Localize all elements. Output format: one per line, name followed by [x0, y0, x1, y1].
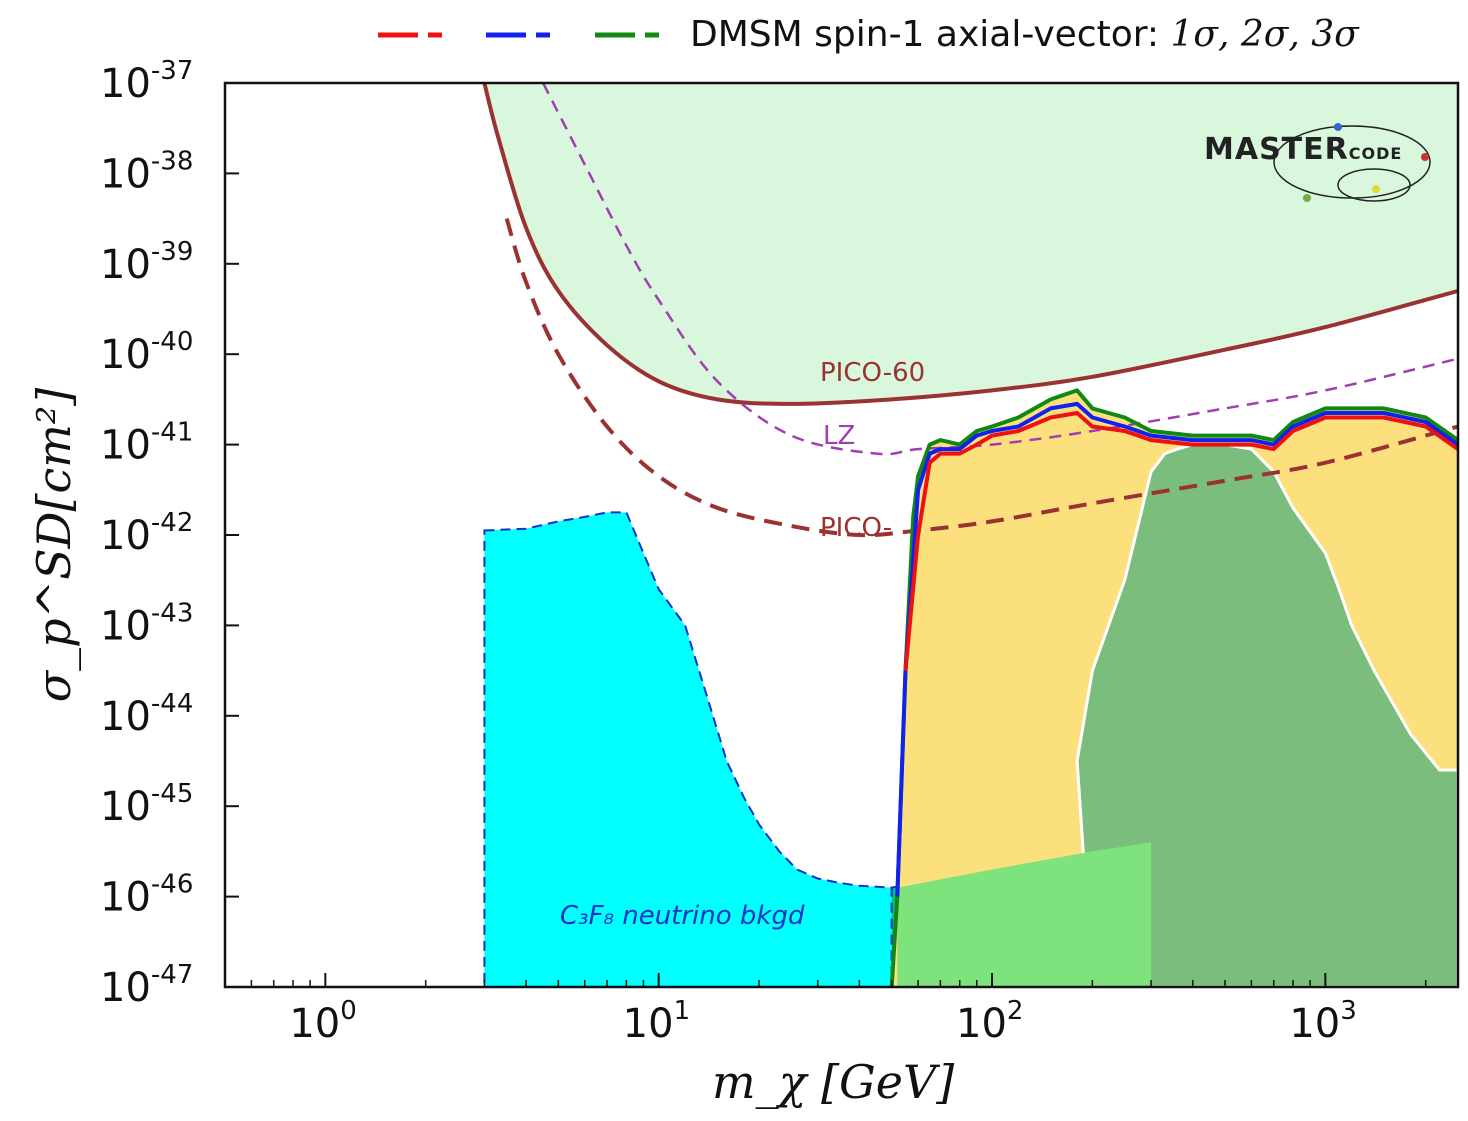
- pico-500-curve: [504, 218, 1458, 538]
- y-tick-label: 10-39: [100, 237, 193, 288]
- legend-label: DMSM spin-1 axial-vector: 1σ, 2σ, 3σ: [690, 14, 1360, 55]
- legend: DMSM spin-1 axial-vector: 1σ, 2σ, 3σ: [378, 14, 1360, 55]
- logo-dot-red: [1421, 153, 1429, 161]
- contour-3sigma: [889, 388, 1458, 987]
- logo-dot-yellow: [1372, 185, 1380, 193]
- y-tick-label: 10-42: [100, 508, 193, 559]
- pico60-label: PICO-60: [820, 358, 925, 388]
- light-green-region-fill: [897, 842, 1152, 987]
- y-tick-label: 10-44: [100, 689, 193, 740]
- x-tick-label: 100: [289, 996, 356, 1047]
- neutrino-floor-fill: [483, 511, 893, 987]
- neutrino-bkgd-label: C₃F₈ neutrino bkgd: [560, 901, 805, 931]
- contour-2sigma: [895, 401, 1458, 897]
- y-tick-label: 10-40: [100, 327, 193, 378]
- x-tick-label: 103: [1289, 996, 1356, 1047]
- plot-content: [482, 83, 1458, 987]
- excluded-region-fill: [484, 83, 1458, 404]
- y-tick-label: 10-43: [100, 598, 193, 649]
- logo-orbit-inner: [1337, 168, 1411, 202]
- legend-math: 1σ, 2σ, 3σ: [1170, 14, 1360, 55]
- y-axis-title: σ_p^SD[cm²]: [27, 388, 81, 703]
- y-tick-label: 10-37: [100, 56, 193, 107]
- logo-dot-blue: [1334, 123, 1342, 131]
- pico500-label: PICO-: [820, 513, 892, 543]
- x-axis-ticks: 100 101 102 103: [224, 973, 1427, 1047]
- pico-60-curve: [482, 83, 1458, 406]
- lz-curve: [541, 83, 1458, 456]
- y-tick-label: 10-46: [100, 870, 193, 921]
- y-axis-ticks: 10-37 10-38 10-39 10-40 10-41 10-42 10-43 10-44…: [100, 56, 239, 1011]
- x-axis-title: m_χ [GeV]: [712, 1055, 954, 1109]
- y-tick-label: 10-45: [100, 779, 193, 830]
- x-tick-label: 101: [623, 996, 690, 1047]
- contour-1sigma: [903, 411, 1458, 671]
- lz-label: LZ: [823, 421, 855, 451]
- confidence-contours: [889, 388, 1458, 987]
- x-tick-label: 102: [956, 996, 1023, 1047]
- y-tick-label: 10-47: [100, 960, 193, 1011]
- y-tick-label: 10-38: [100, 146, 193, 197]
- legend-text: DMSM spin-1 axial-vector:: [690, 14, 1170, 55]
- y-tick-label: 10-41: [100, 418, 193, 469]
- logo-text-code: CODE: [1349, 144, 1403, 163]
- logo-dot-green: [1303, 194, 1311, 202]
- curve-annotations: PICO-60 LZ PICO- C₃F₈ neutrino bkgd: [560, 358, 925, 931]
- limit-curves: [482, 83, 1458, 538]
